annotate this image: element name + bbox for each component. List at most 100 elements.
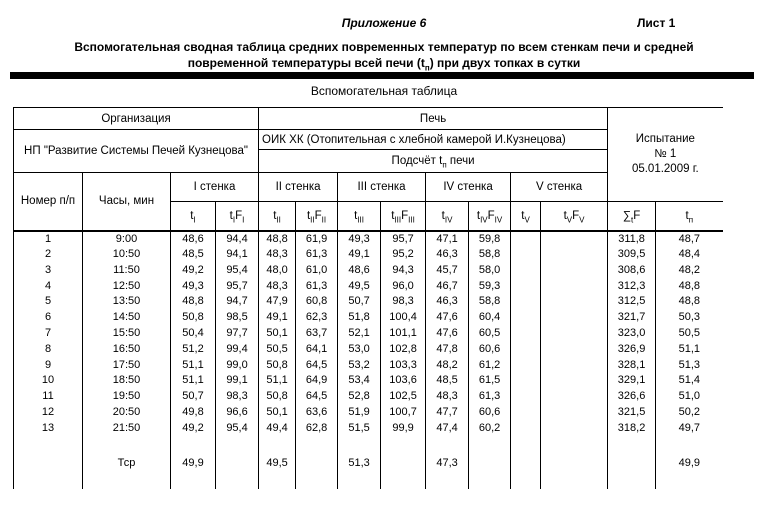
table-cell: 94,4	[214, 230, 259, 247]
header-row-sections: Организация Печь Испытание № 1 05.01.200…	[12, 107, 723, 202]
table-cell: 15:50	[82, 325, 171, 341]
table-cell: 11	[13, 388, 83, 404]
table-cell: 10	[13, 372, 83, 389]
table-cell: 48,8	[655, 277, 723, 294]
table-cell: 94,1	[214, 246, 259, 263]
table-cell: 51,1	[170, 372, 216, 389]
table-cell	[540, 388, 608, 404]
table-cell	[258, 435, 296, 450]
table-body: 1 9:00 48,6 94,4 48,8 61,9 49,3 95,7 47,1 59,8 311…	[13, 230, 723, 490]
table-cell: 21:50	[82, 419, 171, 436]
table-cell: 49,3	[170, 277, 216, 294]
table-cell	[510, 388, 541, 404]
table-cell	[655, 435, 723, 450]
table-cell: 51,1	[170, 356, 216, 373]
table-cell: 326,6	[607, 388, 656, 404]
table-cell: 51,3	[337, 449, 381, 478]
table-cell: 49,8	[170, 403, 216, 420]
table-cell: 96,6	[214, 403, 259, 420]
table-row: 3 11:50 49,2 95,4 48,0 61,0 48,6 94,3 45,7 58,0 30…	[13, 262, 723, 278]
table-cell	[214, 477, 259, 490]
table-cell: 51,0	[655, 388, 723, 404]
table-cell	[540, 293, 608, 310]
divider-bar	[10, 72, 754, 79]
document-title-line1: Вспомогательная сводная таблица средних …	[74, 40, 694, 54]
col-header-t1: tI	[170, 201, 216, 232]
table-cell: 19:50	[82, 388, 171, 404]
document-title-line2: повременной температуры всей печи (tп) п…	[187, 56, 581, 73]
table-cell	[540, 325, 608, 341]
table-cell	[607, 477, 656, 490]
col-header-t4f4: tIVFIV	[468, 201, 512, 232]
table-cell: 58,8	[468, 293, 511, 310]
table-cell: 329,1	[607, 372, 656, 389]
table-cell: 51,4	[655, 372, 723, 389]
wall-header-1: I стенка	[169, 172, 260, 202]
table-cell	[540, 356, 608, 373]
test-info-line2: № 1	[654, 148, 677, 160]
wall-header-2: II стенка	[258, 172, 339, 202]
table-cell: 47,1	[425, 230, 469, 247]
table-cell: 61,3	[295, 277, 338, 294]
table-cell: 60,6	[468, 403, 511, 420]
table-cell	[510, 293, 541, 310]
col-header-t2: tII	[258, 201, 297, 232]
table-cell: 64,5	[295, 356, 338, 373]
table-cell: 60,6	[468, 340, 511, 357]
table-cell: 50,8	[170, 309, 216, 326]
table-cell: 49,4	[258, 419, 296, 436]
document-title: Вспомогательная сводная таблица средних …	[0, 39, 768, 73]
table-cell: 49,3	[337, 230, 381, 247]
table-cell	[540, 262, 608, 278]
table-cell	[82, 477, 171, 490]
table-cell: 99,4	[214, 340, 259, 357]
table-cell: 99,0	[214, 356, 259, 373]
table-cell: 48,3	[258, 277, 296, 294]
table-cell: 50,7	[170, 388, 216, 404]
table-cell	[540, 449, 608, 478]
filler-row	[13, 477, 723, 490]
table-cell: 49,1	[258, 309, 296, 326]
table-cell: 53,4	[337, 372, 381, 389]
table-cell: 96,0	[380, 277, 426, 294]
header-row-calc: Подсчёт tп печи	[14, 149, 723, 173]
table-cell: 61,3	[295, 246, 338, 263]
table-cell: 103,6	[380, 372, 426, 389]
table-cell: 309,5	[607, 246, 656, 263]
table-cell: 47,7	[425, 403, 469, 420]
table-cell: 10:50	[82, 246, 171, 263]
table-cell: 48,7	[655, 230, 723, 247]
table-row: 1 9:00 48,6 94,4 48,8 61,9 49,3 95,7 47,1 59,8 311…	[13, 230, 723, 247]
table-cell: 61,5	[468, 372, 511, 389]
table-cell: 48,2	[655, 262, 723, 278]
table-cell: 47,8	[425, 340, 469, 357]
test-info-line3: 05.01.2009 г.	[631, 163, 699, 175]
table-cell: 63,7	[295, 325, 338, 341]
table-cell: 102,5	[380, 388, 426, 404]
table-cell	[510, 435, 541, 450]
table-cell	[13, 449, 83, 478]
table-cell: 46,3	[425, 293, 469, 310]
spacer-row	[13, 435, 723, 450]
table-row: 7 15:50 50,4 97,7 50,1 63,7 52,1 101,1 47,6 60,5 3…	[13, 325, 723, 341]
table-cell: 51,8	[337, 309, 381, 326]
table-cell: 9	[13, 356, 83, 373]
table-cell: 1	[13, 230, 83, 247]
table-cell: 48,2	[425, 356, 469, 373]
table-cell	[510, 403, 541, 420]
table-cell	[468, 477, 511, 490]
table-cell: 48,0	[258, 262, 296, 278]
table-cell	[540, 372, 608, 389]
table-cell: 45,7	[425, 262, 469, 278]
table-cell: 48,6	[170, 230, 216, 247]
table-cell	[170, 435, 216, 450]
sheet-label: Лист 1	[637, 16, 676, 30]
table-cell	[295, 435, 338, 450]
table-cell: 4	[13, 277, 83, 294]
table-cell: 103,3	[380, 356, 426, 373]
table-cell	[510, 230, 541, 247]
header-row-subcolumns: tI tIFI tII tIIFII tIII tIIIFIII tIV tIV…	[14, 201, 723, 232]
table-cell	[510, 325, 541, 341]
table-cell	[510, 419, 541, 436]
